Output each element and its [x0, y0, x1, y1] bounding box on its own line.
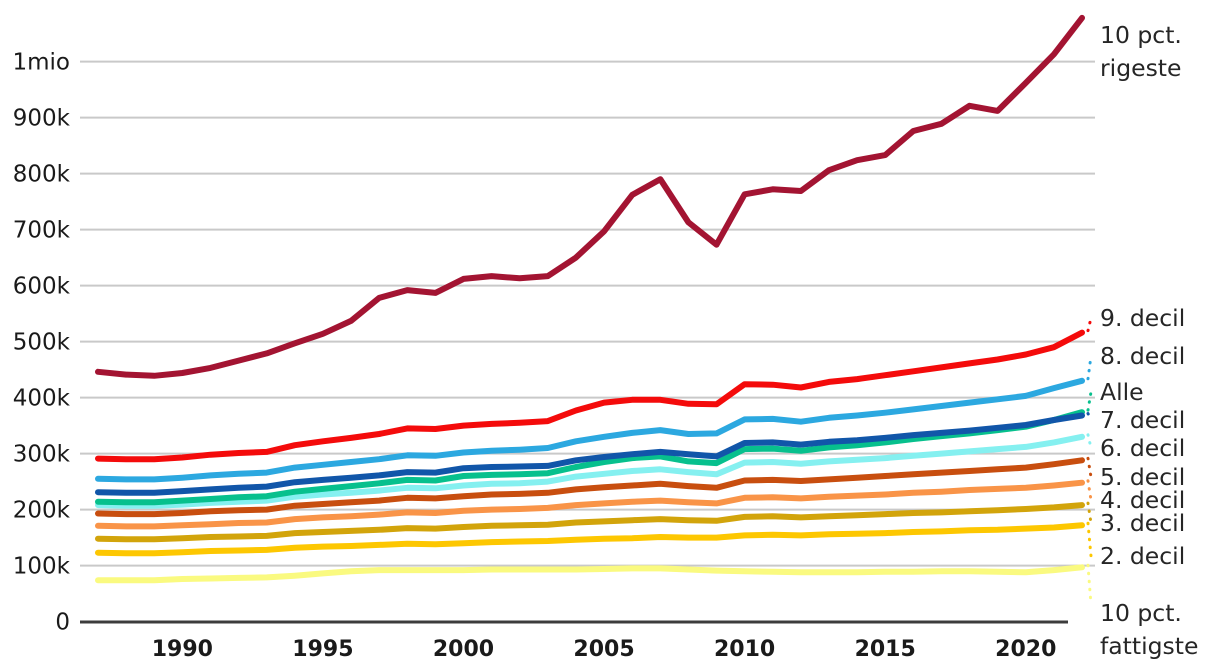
leader-line-fattigste: [1086, 563, 1093, 607]
leader-line-decil8: [1086, 354, 1093, 381]
series-label-decil3: 3. decil: [1100, 509, 1185, 537]
series-label-fattigste-line1: 10 pct.: [1100, 599, 1182, 627]
y-axis-tick-label: 200k: [13, 498, 71, 524]
series-line-decil5: [95, 457, 1085, 518]
series-line-decil2: [95, 522, 1085, 557]
series-line-alle: [95, 409, 1085, 506]
y-axis-tick-label: 300k: [13, 442, 71, 468]
x-axis-tick-label: 2005: [573, 637, 634, 662]
series-label-rigeste-line1: 10 pct.: [1100, 21, 1182, 49]
series-label-decil9: 9. decil: [1100, 304, 1185, 332]
x-axis-tick-label: 1990: [152, 637, 213, 662]
x-axis-tick-label: 1995: [292, 637, 353, 662]
leader-line-decil5: [1086, 456, 1093, 479]
x-axis-tick-label: 2010: [714, 637, 775, 662]
leader-line-decil3: [1086, 501, 1093, 525]
series-label-alle: Alle: [1100, 378, 1144, 406]
y-axis-tick-label: 0: [55, 610, 70, 636]
series-line-decil6: [95, 433, 1085, 509]
y-axis-tick-label: 100k: [13, 554, 71, 580]
series-label-decil5: 5. decil: [1100, 463, 1185, 491]
series-label-decil4: 4. decil: [1100, 486, 1185, 514]
x-axis-tick-label: 2020: [995, 637, 1056, 662]
x-axis-tick-label: 2000: [433, 637, 494, 662]
series-line-decil4: [95, 479, 1085, 530]
series-line-fattigste: [95, 564, 1085, 584]
series-label-decil2: 2. decil: [1100, 542, 1185, 570]
leader-line-decil7: [1086, 412, 1093, 422]
y-axis-tick-label: 800k: [13, 162, 71, 188]
series-line-decil3: [95, 502, 1085, 543]
series-line-decil9: [95, 329, 1085, 463]
series-line-decil7: [95, 412, 1085, 496]
series-line-decil8: [95, 377, 1085, 483]
y-axis-tick-label: 1mio: [13, 50, 71, 76]
x-axis-tick-label: 2015: [855, 637, 916, 662]
leader-line-decil6: [1086, 433, 1093, 450]
y-axis-tick-label: 500k: [13, 330, 71, 356]
leader-line-alle: [1086, 390, 1093, 412]
series-label-rigeste-line2: rigeste: [1100, 54, 1181, 82]
leader-line-decil9: [1086, 316, 1093, 333]
series-label-fattigste-line2: fattigste: [1100, 632, 1198, 660]
leader-line-decil2: [1086, 521, 1093, 558]
y-axis-tick-label: 400k: [13, 386, 71, 412]
leader-line-decil4: [1086, 479, 1093, 502]
series-label-decil7: 7. decil: [1100, 406, 1185, 434]
series-label-decil6: 6. decil: [1100, 434, 1185, 462]
y-axis-tick-label: 600k: [13, 274, 71, 300]
series-line-rigeste: [95, 14, 1085, 379]
series-label-decil8: 8. decil: [1100, 342, 1185, 370]
y-axis-tick-label: 900k: [13, 106, 71, 132]
y-axis-tick-label: 700k: [13, 218, 71, 244]
